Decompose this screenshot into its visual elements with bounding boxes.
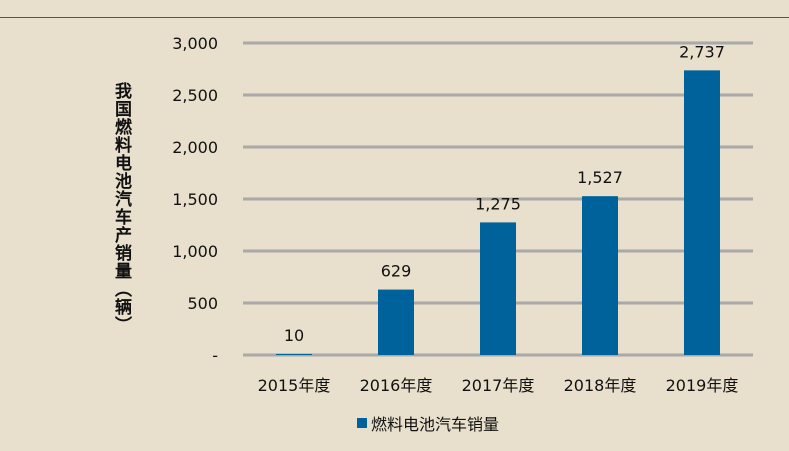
x-tick-label: 2015年度 [258, 376, 331, 395]
x-tick-label: 2016年度 [360, 376, 433, 395]
x-tick-label: 2017年度 [462, 376, 535, 395]
legend: 燃料电池汽车销量 [357, 411, 499, 435]
y-tick-label: 2,500 [172, 86, 218, 105]
legend-label: 燃料电池汽车销量 [371, 415, 500, 434]
data-label: 10 [284, 326, 304, 345]
y-tick-label: 1,500 [172, 190, 218, 209]
y-axis-label: 我国燃料电池汽车产销量（辆） [111, 82, 131, 334]
bar [378, 289, 414, 355]
bar [582, 196, 618, 355]
data-label: 1,527 [577, 168, 623, 187]
data-label: 629 [381, 262, 412, 281]
top-divider [0, 17, 789, 18]
x-tick-label: 2018年度 [564, 376, 637, 395]
y-tick-label: 1,000 [172, 242, 218, 261]
x-tick-label: 2019年度 [666, 376, 739, 395]
bar [684, 70, 720, 356]
bar [480, 222, 516, 355]
bar [276, 353, 312, 355]
legend-swatch [357, 418, 367, 428]
y-tick-label: 2,000 [172, 138, 218, 157]
y-tick-label: 3,000 [172, 34, 218, 53]
y-tick-label: 500 [187, 294, 218, 313]
data-label: 1,275 [475, 194, 521, 213]
data-label: 2,737 [679, 42, 725, 61]
y-tick-label: - [212, 346, 218, 365]
